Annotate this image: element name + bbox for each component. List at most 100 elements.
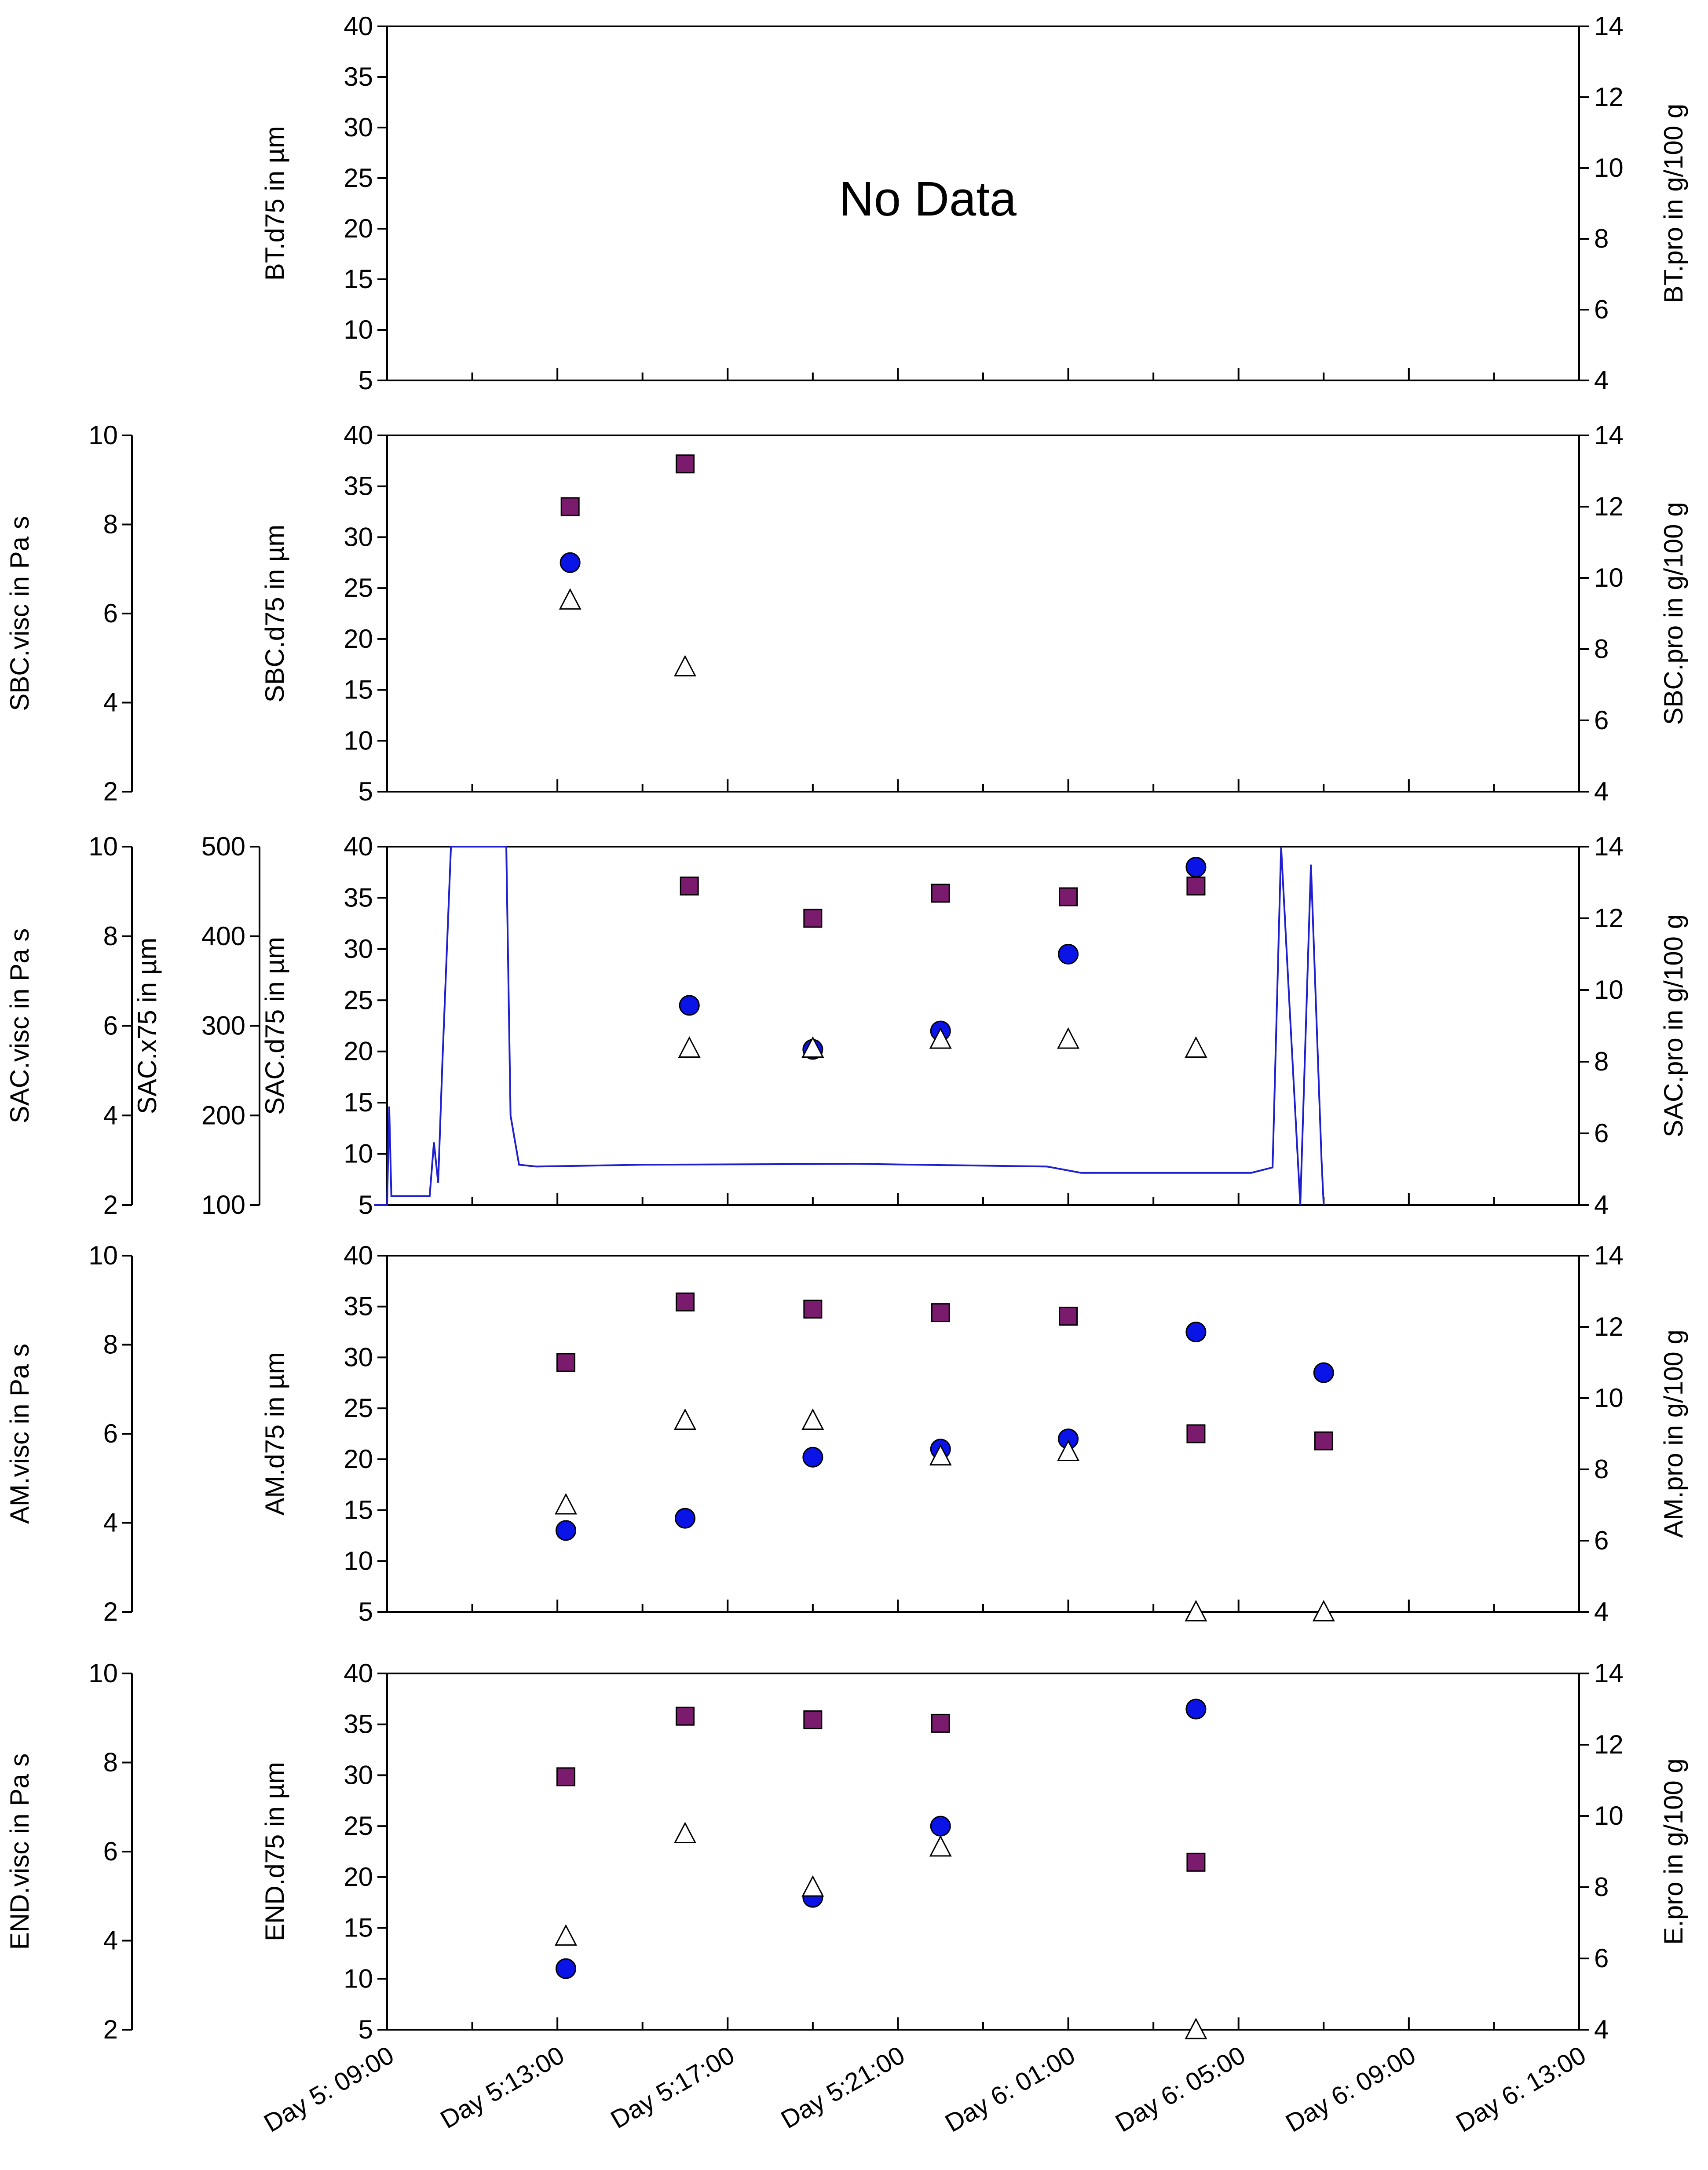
visc-triangle-marker	[674, 1408, 696, 1430]
right-y-tick-label: 4	[1594, 1190, 1609, 1220]
visc-triangle-marker	[674, 655, 696, 676]
x-tick-label: Day 5:13:00	[435, 2041, 569, 2134]
x-tick-label: Day 5: 09:00	[259, 2041, 399, 2138]
y-tick-label: 5	[358, 365, 373, 395]
pro-square-marker	[1186, 1424, 1206, 1443]
right-y-tick-label: 6	[1594, 1944, 1609, 1973]
y-tick-label: 2	[103, 1597, 118, 1626]
x-axis-labels: Day 5: 09:00 Day 5:13:00 Day 5:17:00 Day 5:…	[259, 2041, 1591, 2138]
y-tick-label: 10	[88, 1241, 118, 1270]
x-tick-label: Day 6: 09:00	[1281, 2041, 1420, 2138]
right-y-axis-title: BT.pro in g/100 g	[1659, 104, 1688, 303]
right-y-axis-title: SBC.pro in g/100 g	[1659, 502, 1688, 725]
right-y-tick-label: 10	[1594, 975, 1624, 1005]
visc-triangle-marker	[801, 1408, 824, 1430]
y-tick-label: 25	[344, 573, 373, 603]
y-tick-label: 10	[344, 315, 373, 344]
d75-circle-marker	[1313, 1362, 1334, 1383]
right-y-tick-label: 8	[1594, 1872, 1609, 1902]
x-tick-label: Day 5:17:00	[606, 2041, 739, 2134]
y-tick-label: 10	[344, 1964, 373, 1993]
y-tick-label: 200	[201, 1100, 245, 1130]
visc-triangle-marker	[929, 1444, 952, 1466]
panel-sac: 2 4 6 8 10 SAC.visc in Pa s 100 200 300 400 500 SAC…	[5, 832, 1688, 1220]
pro-square-marker	[1186, 877, 1206, 896]
y-tick-label: 4	[103, 1926, 118, 1955]
y-tick-label: 40	[344, 832, 373, 861]
right-y-tick-label: 10	[1594, 563, 1624, 592]
y-tick-label: 400	[201, 921, 245, 951]
y-tick-label: 8	[103, 1748, 118, 1777]
pro-square-marker	[1314, 1431, 1333, 1450]
y-tick-label: 2	[103, 2015, 118, 2044]
d75-circle-marker	[679, 995, 700, 1016]
no-data-note: No Data	[839, 172, 1017, 226]
pro-square-marker	[676, 1706, 695, 1726]
pro-square-marker	[676, 454, 695, 474]
y-tick-label: 10	[344, 1546, 373, 1575]
d75-circle-marker	[1185, 1699, 1207, 1720]
d75-circle-marker	[930, 1816, 951, 1837]
visc-triangle-marker	[1185, 1036, 1207, 1058]
pro-square-marker	[803, 909, 823, 928]
y-tick-label: 2	[103, 777, 118, 806]
y-tick-label: 4	[103, 1100, 118, 1130]
y-tick-label: 40	[344, 1659, 373, 1688]
right-y-tick-label: 8	[1594, 1454, 1609, 1484]
y-tick-label: 10	[88, 832, 118, 861]
y-tick-label: 8	[103, 921, 118, 951]
right-y-tick-label: 6	[1594, 1526, 1609, 1555]
panels-group: 5 10 15 20 25 30 35 40 BT.d75 in µm 4 6 8 10 12 14 BT.p…	[5, 11, 1688, 2044]
right-y-tick-label: 10	[1594, 1801, 1624, 1830]
y-axis-title: END.d75 in µm	[260, 1762, 289, 1941]
y-tick-label: 30	[344, 113, 373, 142]
y-axis-title: SBC.d75 in µm	[260, 525, 289, 703]
visc-triangle-marker	[1185, 2017, 1207, 2039]
d75-circle-marker	[1185, 857, 1207, 878]
y-tick-label: 300	[201, 1011, 245, 1041]
visc-triangle-marker	[929, 1027, 952, 1049]
y-tick-label: 25	[344, 1393, 373, 1423]
y-tick-label: 20	[344, 214, 373, 243]
y-tick-label: 25	[344, 985, 373, 1015]
visc-triangle-marker	[1185, 1600, 1207, 1622]
y-tick-label: 20	[344, 624, 373, 654]
y-tick-label: 20	[344, 1862, 373, 1892]
visc-triangle-marker	[801, 1036, 824, 1058]
pro-square-marker	[676, 1292, 695, 1311]
y-tick-label: 10	[88, 420, 118, 450]
visc-triangle-marker	[929, 1835, 952, 1857]
right-y-axis-title: AM.pro in g/100 g	[1659, 1330, 1688, 1538]
y-tick-label: 20	[344, 1037, 373, 1066]
d75-circle-marker	[556, 1958, 576, 1979]
y-tick-label: 6	[103, 1837, 118, 1866]
y-tick-label: 10	[344, 1139, 373, 1169]
y-tick-label: 40	[344, 1241, 373, 1270]
y-tick-label: 25	[344, 163, 373, 193]
visc-triangle-marker	[1057, 1027, 1080, 1049]
y-axis-title: SAC.visc in Pa s	[5, 928, 34, 1123]
right-y-tick-label: 8	[1594, 224, 1609, 253]
y-tick-label: 2	[103, 1190, 118, 1220]
x-tick-label: Day 5:21:00	[776, 2041, 910, 2134]
right-y-tick-label: 4	[1594, 365, 1609, 395]
right-y-tick-label: 6	[1594, 705, 1609, 735]
y-tick-label: 20	[344, 1444, 373, 1474]
y-axis-title: BT.d75 in µm	[260, 126, 289, 281]
d75-circle-marker	[556, 1520, 576, 1541]
y-tick-label: 35	[344, 883, 373, 912]
right-y-tick-label: 14	[1594, 1241, 1624, 1270]
right-y-tick-label: 12	[1594, 1312, 1624, 1341]
pro-square-marker	[1186, 1852, 1206, 1872]
visc-triangle-marker	[1312, 1600, 1335, 1622]
y-tick-label: 15	[344, 1088, 373, 1117]
pro-square-marker	[556, 1353, 575, 1372]
visc-triangle-marker	[555, 1493, 577, 1515]
y-tick-label: 35	[344, 62, 373, 91]
y-tick-label: 25	[344, 1811, 373, 1841]
right-y-tick-label: 14	[1594, 420, 1624, 450]
y-tick-label: 10	[88, 1659, 118, 1688]
y-tick-label: 35	[344, 1292, 373, 1321]
y-tick-label: 35	[344, 1710, 373, 1739]
